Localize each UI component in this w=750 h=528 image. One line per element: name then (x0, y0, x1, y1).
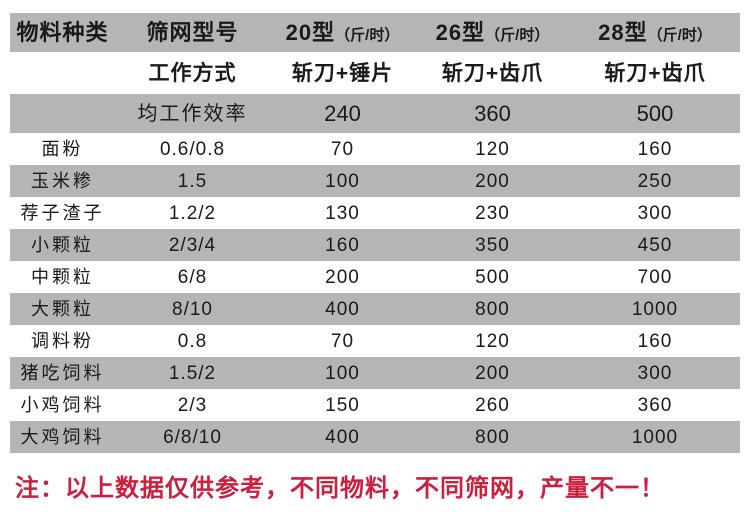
table-row: 猪吃饲料 1.5/2 100 200 300 (10, 357, 740, 389)
header-model-28: 28型（斤/时） (570, 19, 740, 45)
table-row: 调料粉 0.8 70 120 160 (10, 325, 740, 357)
model-name: 28型 (598, 19, 648, 45)
table-row: 面粉 0.6/0.8 70 120 160 (10, 133, 740, 165)
header-material: 物料种类 (16, 19, 109, 45)
value-cell: 200 (475, 170, 510, 192)
value-cell: 360 (637, 394, 673, 416)
value-cell: 150 (325, 394, 360, 416)
value-cell: 120 (475, 138, 510, 160)
header-model-20: 20型（斤/时） (270, 19, 415, 45)
header-model-26: 26型（斤/时） (415, 19, 570, 45)
value-cell: 260 (475, 394, 510, 416)
material-cell: 中颗粒 (31, 267, 94, 287)
value-cell: 300 (637, 202, 673, 224)
value-cell: 70 (330, 138, 355, 160)
spec-table: 物料种类 筛网型号 20型（斤/时） 26型（斤/时） 28型（斤/时） 工作方… (10, 13, 740, 453)
work-mode-cell: 斩刀+锤片 (291, 61, 394, 85)
table-row: 小鸡饲料 2/3 150 260 360 (10, 389, 740, 421)
efficiency-row: 均工作效率 240 360 500 (10, 94, 740, 133)
value-cell: 500 (475, 266, 510, 288)
efficiency-cell: 240 (324, 100, 361, 126)
screen-cell: 6/8/10 (163, 426, 222, 448)
material-cell: 猪吃饲料 (20, 363, 105, 383)
value-cell: 160 (637, 330, 673, 352)
material-cell: 调料粉 (31, 331, 94, 351)
work-mode-row: 工作方式 斩刀+锤片 斩刀+齿爪 斩刀+齿爪 (10, 52, 740, 94)
work-mode-cell: 斩刀+齿爪 (441, 61, 544, 85)
value-cell: 450 (637, 234, 673, 256)
header-screen: 筛网型号 (146, 19, 239, 45)
table-row: 中颗粒 6/8 200 500 700 (10, 261, 740, 293)
material-cell: 大鸡饲料 (20, 427, 105, 447)
material-cell: 小鸡饲料 (20, 395, 105, 415)
value-cell: 120 (475, 330, 510, 352)
value-cell: 160 (325, 234, 360, 256)
value-cell: 230 (475, 202, 510, 224)
screen-cell: 1.2/2 (168, 202, 217, 224)
value-cell: 1000 (631, 298, 679, 320)
material-cell: 面粉 (41, 139, 84, 159)
screen-cell: 1.5/2 (168, 362, 217, 384)
efficiency-label: 均工作效率 (137, 102, 248, 125)
material-cell: 大颗粒 (31, 299, 94, 319)
value-cell: 70 (330, 330, 355, 352)
model-unit: （斤/时） (335, 26, 400, 44)
table-row: 大颗粒 8/10 400 800 1000 (10, 293, 740, 325)
disclaimer-note: 注：以上数据仅供参考，不同物料，不同筛网，产量不一！ (15, 475, 665, 502)
value-cell: 250 (637, 170, 673, 192)
work-mode-label: 工作方式 (148, 61, 237, 85)
screen-cell: 8/10 (172, 298, 213, 320)
table-row: 大鸡饲料 6/8/10 400 800 1000 (10, 421, 740, 453)
screen-cell: 0.8 (177, 330, 208, 352)
table-row: 玉米糁 1.5 100 200 250 (10, 165, 740, 197)
material-cell: 小颗粒 (31, 235, 94, 255)
screen-cell: 2/3 (177, 394, 208, 416)
value-cell: 800 (475, 426, 510, 448)
material-cell: 玉米糁 (31, 171, 94, 191)
efficiency-cell: 360 (474, 100, 511, 126)
value-cell: 800 (475, 298, 510, 320)
value-cell: 200 (475, 362, 510, 384)
efficiency-cell: 500 (636, 100, 674, 126)
material-cell: 荐子渣子 (20, 203, 105, 223)
value-cell: 400 (325, 298, 360, 320)
screen-cell: 2/3/4 (168, 234, 217, 256)
value-cell: 200 (325, 266, 360, 288)
screen-cell: 0.6/0.8 (159, 138, 226, 160)
model-unit: （斤/时） (485, 26, 550, 44)
model-name: 26型 (435, 19, 486, 45)
model-unit: （斤/时） (647, 26, 712, 44)
table-header-row: 物料种类 筛网型号 20型（斤/时） 26型（斤/时） 28型（斤/时） (10, 13, 740, 52)
table-row: 荐子渣子 1.2/2 130 230 300 (10, 197, 740, 229)
value-cell: 400 (325, 426, 360, 448)
value-cell: 100 (325, 170, 360, 192)
value-cell: 100 (325, 362, 360, 384)
table-row: 小颗粒 2/3/4 160 350 450 (10, 229, 740, 261)
value-cell: 130 (325, 202, 360, 224)
model-name: 20型 (285, 19, 336, 45)
screen-cell: 6/8 (177, 266, 208, 288)
screen-cell: 1.5 (177, 170, 208, 192)
value-cell: 1000 (631, 426, 679, 448)
value-cell: 700 (637, 266, 673, 288)
work-mode-cell: 斩刀+齿爪 (604, 61, 706, 85)
value-cell: 160 (637, 138, 673, 160)
value-cell: 350 (475, 234, 510, 256)
value-cell: 300 (637, 362, 673, 384)
